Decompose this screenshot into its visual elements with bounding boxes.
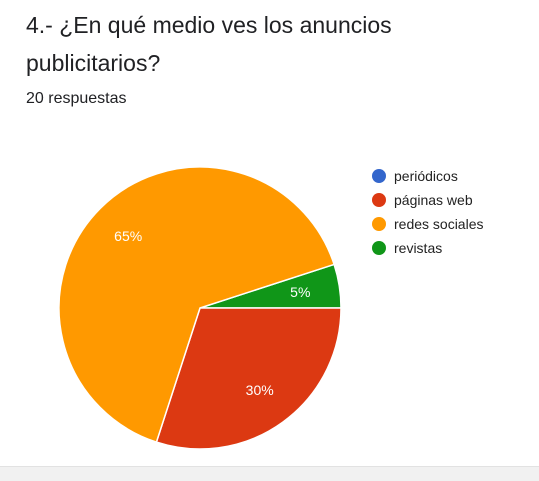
slice-label-paginas-web: 30%: [246, 382, 274, 398]
pie-slice-paginas-web: [155, 307, 342, 450]
legend-label: periódicos: [394, 168, 458, 184]
legend-item-paginas-web: páginas web: [372, 192, 473, 208]
legend-label: redes sociales: [394, 216, 484, 232]
question-title: 4.- ¿En qué medio ves los anuncios publi…: [26, 12, 392, 76]
slice-label-revistas: 5%: [290, 284, 310, 300]
legend-swatch-icon: [372, 193, 386, 207]
pie-slice-labels: 5% 30% 65%: [114, 228, 310, 398]
chart-legend: periódicos páginas web redes sociales revis…: [372, 168, 484, 256]
slice-label-redes-sociales: 65%: [114, 228, 142, 244]
question-card: 4.- ¿En qué medio ves los anuncios publi…: [26, 12, 484, 450]
legend-item-periodicos: periódicos: [372, 168, 458, 184]
legend-label: páginas web: [394, 192, 473, 208]
legend-item-revistas: revistas: [372, 240, 442, 256]
response-count: 20 respuestas: [26, 90, 127, 107]
pie-slice-redes-sociales: [58, 166, 336, 444]
pie-chart: 5% 30% 65% periódicos páginas web redes soci…: [58, 166, 484, 450]
legend-swatch-icon: [372, 241, 386, 255]
legend-swatch-icon: [372, 217, 386, 231]
bottom-strip: [0, 466, 539, 481]
legend-label: revistas: [394, 240, 442, 256]
pie-slices: [58, 166, 342, 450]
legend-item-redes-sociales: redes sociales: [372, 216, 484, 232]
legend-swatch-icon: [372, 169, 386, 183]
